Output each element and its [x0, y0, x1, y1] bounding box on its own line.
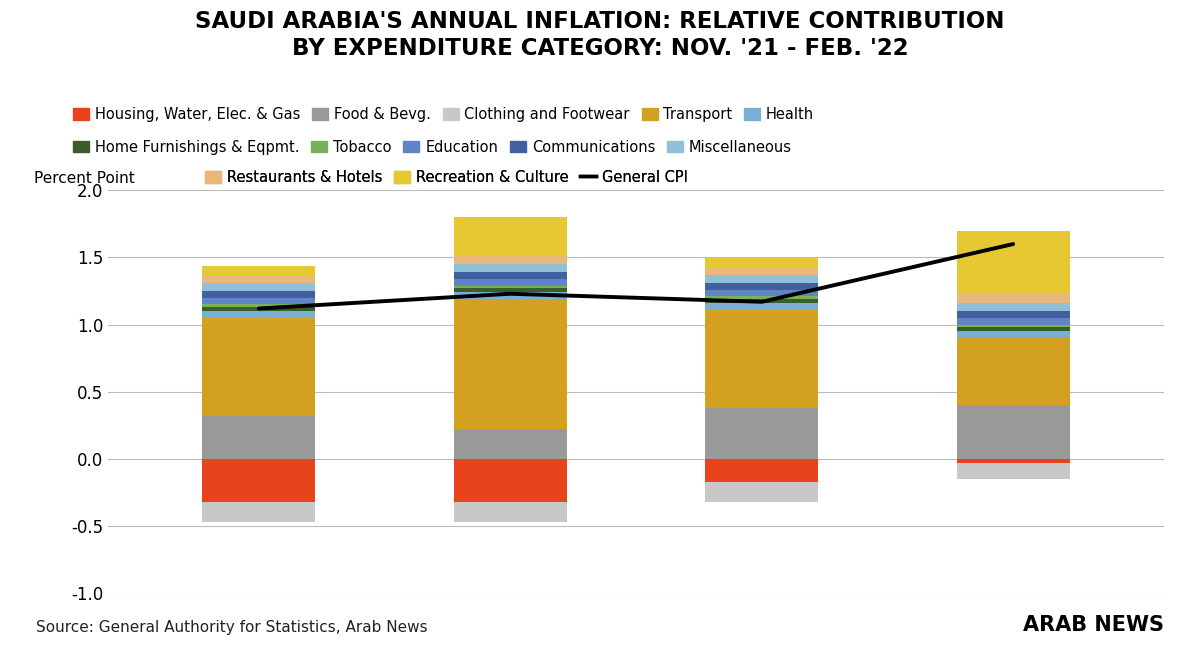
Bar: [956, 324, 1069, 328]
Bar: [454, 217, 566, 255]
Bar: [956, 459, 1069, 463]
Bar: [203, 307, 316, 312]
Bar: [706, 459, 818, 482]
Bar: [203, 459, 316, 502]
Bar: [454, 279, 566, 286]
Bar: [956, 318, 1069, 324]
Bar: [706, 275, 818, 283]
Bar: [454, 264, 566, 272]
Bar: [454, 286, 566, 288]
Bar: [706, 482, 818, 502]
Text: ARAB NEWS: ARAB NEWS: [1022, 615, 1164, 635]
Bar: [203, 304, 316, 307]
Bar: [203, 312, 316, 318]
Bar: [203, 298, 316, 304]
Bar: [454, 502, 566, 522]
Text: Percent Point: Percent Point: [34, 171, 134, 186]
Bar: [454, 272, 566, 279]
Bar: [706, 299, 818, 303]
Bar: [706, 297, 818, 299]
Bar: [956, 463, 1069, 479]
Bar: [706, 267, 818, 275]
Bar: [956, 230, 1069, 293]
Legend: Restaurants & Hotels, Recreation & Culture, General CPI: Restaurants & Hotels, Recreation & Cultu…: [205, 170, 688, 185]
Bar: [203, 283, 316, 291]
Bar: [203, 318, 316, 416]
Text: Source: General Authority for Statistics, Arab News: Source: General Authority for Statistics…: [36, 620, 427, 635]
Bar: [956, 328, 1069, 332]
Bar: [203, 291, 316, 298]
Bar: [203, 502, 316, 522]
Bar: [454, 288, 566, 292]
Bar: [956, 405, 1069, 459]
Bar: [203, 416, 316, 459]
Bar: [706, 303, 818, 310]
Bar: [956, 312, 1069, 318]
Bar: [203, 266, 316, 275]
Bar: [454, 430, 566, 459]
Bar: [956, 338, 1069, 405]
Bar: [706, 408, 818, 459]
Text: SAUDI ARABIA'S ANNUAL INFLATION: RELATIVE CONTRIBUTION
BY EXPENDITURE CATEGORY: : SAUDI ARABIA'S ANNUAL INFLATION: RELATIV…: [196, 10, 1004, 60]
Bar: [454, 459, 566, 502]
Bar: [956, 332, 1069, 338]
Bar: [706, 283, 818, 290]
Bar: [454, 292, 566, 299]
Bar: [956, 303, 1069, 312]
Bar: [706, 310, 818, 408]
Bar: [956, 293, 1069, 303]
Bar: [706, 257, 818, 267]
Bar: [203, 275, 316, 283]
Bar: [454, 299, 566, 430]
Bar: [706, 290, 818, 297]
Bar: [454, 255, 566, 264]
